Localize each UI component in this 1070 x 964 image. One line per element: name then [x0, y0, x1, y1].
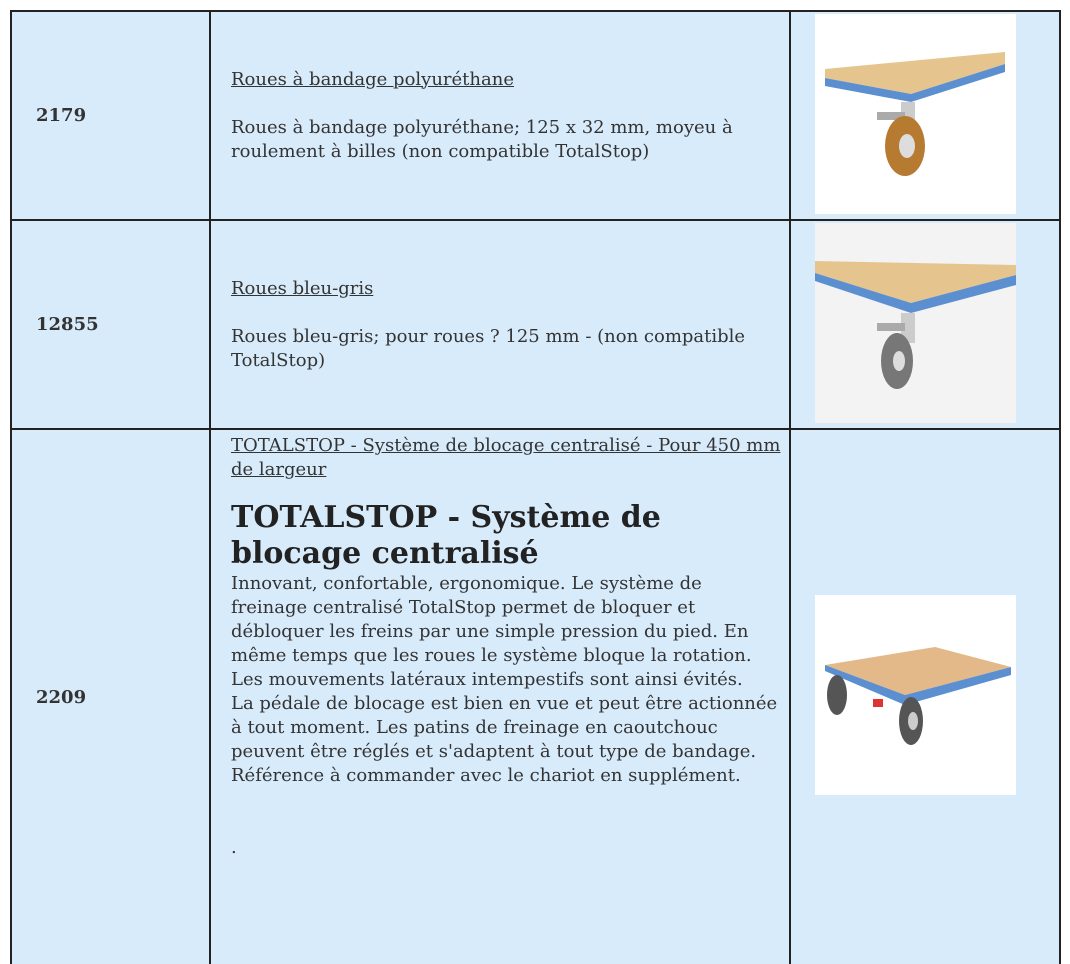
table-row: 12855 Roues bleu-gris Roues bleu-gris; p… — [10, 219, 1061, 430]
product-image — [815, 13, 1016, 214]
product-link[interactable]: Roues bleu-gris — [231, 277, 374, 299]
paragraph: Innovant, confortable, ergonomique. Le s… — [231, 573, 752, 690]
ref-cell: 12855 — [10, 219, 211, 430]
desc-cell: TOTALSTOP - Système de blocage centralis… — [209, 428, 791, 964]
ref-cell: 2179 — [10, 10, 211, 221]
paragraph: Référence à commander avec le chariot en… — [231, 765, 741, 786]
product-image — [815, 222, 1016, 423]
desc-cell: Roues à bandage polyuréthane Roues à ban… — [209, 10, 791, 221]
ref-cell: 2209 — [10, 428, 211, 964]
product-image — [815, 595, 1016, 795]
image-cell — [789, 428, 1061, 964]
product-link[interactable]: Roues à bandage polyuréthane — [231, 68, 514, 90]
desc-cell: Roues bleu-gris Roues bleu-gris; pour ro… — [209, 219, 791, 430]
image-cell — [789, 10, 1061, 221]
description: Roues bleu-gris; pour roues ? 125 mm - (… — [231, 325, 746, 371]
product-link[interactable]: TOTALSTOP - Système de blocage centralis… — [231, 435, 781, 480]
heading: TOTALSTOP - Système de blocage centralis… — [231, 500, 661, 571]
image-cell — [789, 219, 1061, 430]
description: Roues à bandage polyuréthane; 125 x 32 m… — [231, 116, 733, 162]
table-row: 2209 TOTALSTOP - Système de blocage cent… — [10, 428, 1061, 964]
paragraph: . — [231, 837, 237, 858]
table-row: 2179 Roues à bandage polyuréthane Roues … — [10, 10, 1061, 221]
product-table: 2179 Roues à bandage polyuréthane Roues … — [10, 10, 1061, 964]
paragraph: La pédale de blocage est bien en vue et … — [231, 693, 778, 762]
